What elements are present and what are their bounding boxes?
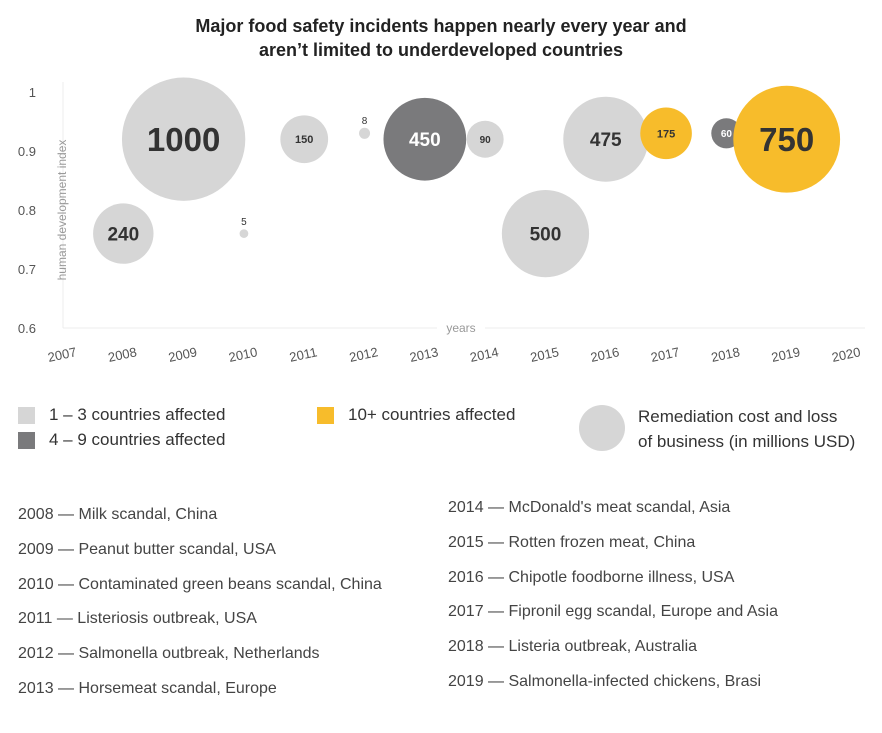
bubble-2011 xyxy=(280,115,329,164)
x-tick-label: 2012 xyxy=(348,344,379,365)
note-item: 2009 — Peanut butter scandal, USA xyxy=(18,540,276,558)
legend-label-10-plus: 10+ countries affected xyxy=(348,405,516,424)
bubble-label-2015: 500 xyxy=(530,224,562,245)
chart-title-line-1: Major food safety incidents happen nearl… xyxy=(195,16,687,36)
chart-title: Major food safety incidents happen nearl… xyxy=(0,14,882,62)
bubble-2008 xyxy=(93,203,154,264)
y-tick-label: 0.6 xyxy=(18,321,36,336)
note-item: 2008 — Milk scandal, China xyxy=(18,506,218,523)
note-item: 2010 — Contaminated green beans scandal,… xyxy=(18,575,382,593)
x-tick-label: 2014 xyxy=(469,344,500,365)
bubble-label-2017: 175 xyxy=(657,128,675,140)
bubble-label-2011: 150 xyxy=(295,134,313,146)
x-tick-label: 2011 xyxy=(288,344,318,364)
legend-item-1-3: 1 – 3 countries affected xyxy=(18,405,225,425)
note-item: 2012 — Salmonella outbreak, Netherlands xyxy=(18,645,320,663)
bubble-2016 xyxy=(563,96,649,182)
y-tick-label: 0.8 xyxy=(18,203,36,218)
note-item: 2014 — McDonald's meat scandal, Asia xyxy=(448,499,731,516)
bubble-label-2016: 475 xyxy=(590,130,622,151)
y-axis-title: human development index xyxy=(55,140,69,281)
bubble-label-2008: 240 xyxy=(107,224,139,245)
note-item: 2018 — Listeria outbreak, Australia xyxy=(448,638,698,656)
note-item: 2011 — Listeriosis outbreak, USA xyxy=(18,610,257,628)
bubble-2013 xyxy=(383,97,467,181)
y-tick-label: 0.7 xyxy=(18,262,36,277)
bubble-2012 xyxy=(359,127,371,139)
x-tick-label: 2010 xyxy=(227,344,258,365)
bubble-label-2013: 450 xyxy=(409,130,441,151)
note-item: 2013 — Horsemeat scandal, Europe xyxy=(18,679,277,697)
legend-size-label-line-1: Remediation cost and loss xyxy=(638,407,838,426)
bubble-2010 xyxy=(239,229,249,238)
notes-right: 2014 — McDonald's meat scandal, Asia 201… xyxy=(448,498,778,707)
y-tick-label: 1 xyxy=(29,85,36,100)
x-tick-label: 2016 xyxy=(589,344,620,365)
bubble-2015 xyxy=(501,189,590,278)
legend-label-4-9: 4 – 9 countries affected xyxy=(49,430,226,449)
bubble-2009 xyxy=(121,77,246,201)
x-tick-label: 2020 xyxy=(830,344,861,365)
x-tick-label: 2017 xyxy=(649,344,680,365)
bubble-label-2014: 90 xyxy=(480,135,492,146)
x-tick-label: 2008 xyxy=(107,344,138,365)
note-item: 2015 — Rotten frozen meat, China xyxy=(448,533,696,551)
x-axis-title: years xyxy=(446,321,475,335)
bubble-chart: 0.6 0.7 0.8 0.9 1 2007 2008 2009 2010 2011 2012 201… xyxy=(18,77,865,365)
legend-swatch-1-3 xyxy=(18,406,35,424)
bubble-label-2009: 1000 xyxy=(147,121,220,158)
bubble-label-2019: 750 xyxy=(759,121,814,158)
note-item: 2019 — Salmonella-infected chickens, Bra… xyxy=(448,672,762,690)
x-tick-label: 2015 xyxy=(529,344,560,365)
bubble-2017 xyxy=(640,107,692,160)
x-tick-label: 2019 xyxy=(770,344,801,365)
legend-swatch-10-plus xyxy=(317,406,334,424)
legend-size-bubble xyxy=(579,405,625,451)
legend-size-label: Remediation cost and loss of business (i… xyxy=(638,404,855,454)
x-tick-label: 2007 xyxy=(46,344,77,365)
notes-left: 2008 — Milk scandal, China 2009 — Peanut… xyxy=(18,505,382,714)
legend-label-1-3: 1 – 3 countries affected xyxy=(49,405,226,424)
bubble-label-2018: 60 xyxy=(721,129,733,140)
legend-size-label-line-2: of business (in millions USD) xyxy=(638,432,856,451)
bubble-2014 xyxy=(466,120,504,158)
x-tick-label: 2013 xyxy=(408,344,439,365)
legend-item-4-9: 4 – 9 countries affected xyxy=(18,430,225,450)
note-item: 2017 — Fipronil egg scandal, Europe and … xyxy=(448,603,778,621)
x-tick-label: 2018 xyxy=(710,344,741,365)
x-axis-title-background xyxy=(437,318,485,336)
legend-swatch-4-9 xyxy=(18,431,35,449)
x-tick-label: 2009 xyxy=(167,344,198,365)
bubble-2019 xyxy=(733,85,841,193)
y-tick-label: 0.9 xyxy=(18,144,36,159)
note-item: 2016 — Chipotle foodborne illness, USA xyxy=(448,568,735,586)
bubble-label-2012: 8 xyxy=(362,116,368,127)
chart-title-line-2: aren’t limited to underdeveloped countri… xyxy=(258,40,624,60)
bubble-label-2010: 5 xyxy=(241,217,247,228)
legend-item-10-plus: 10+ countries affected xyxy=(317,405,515,425)
